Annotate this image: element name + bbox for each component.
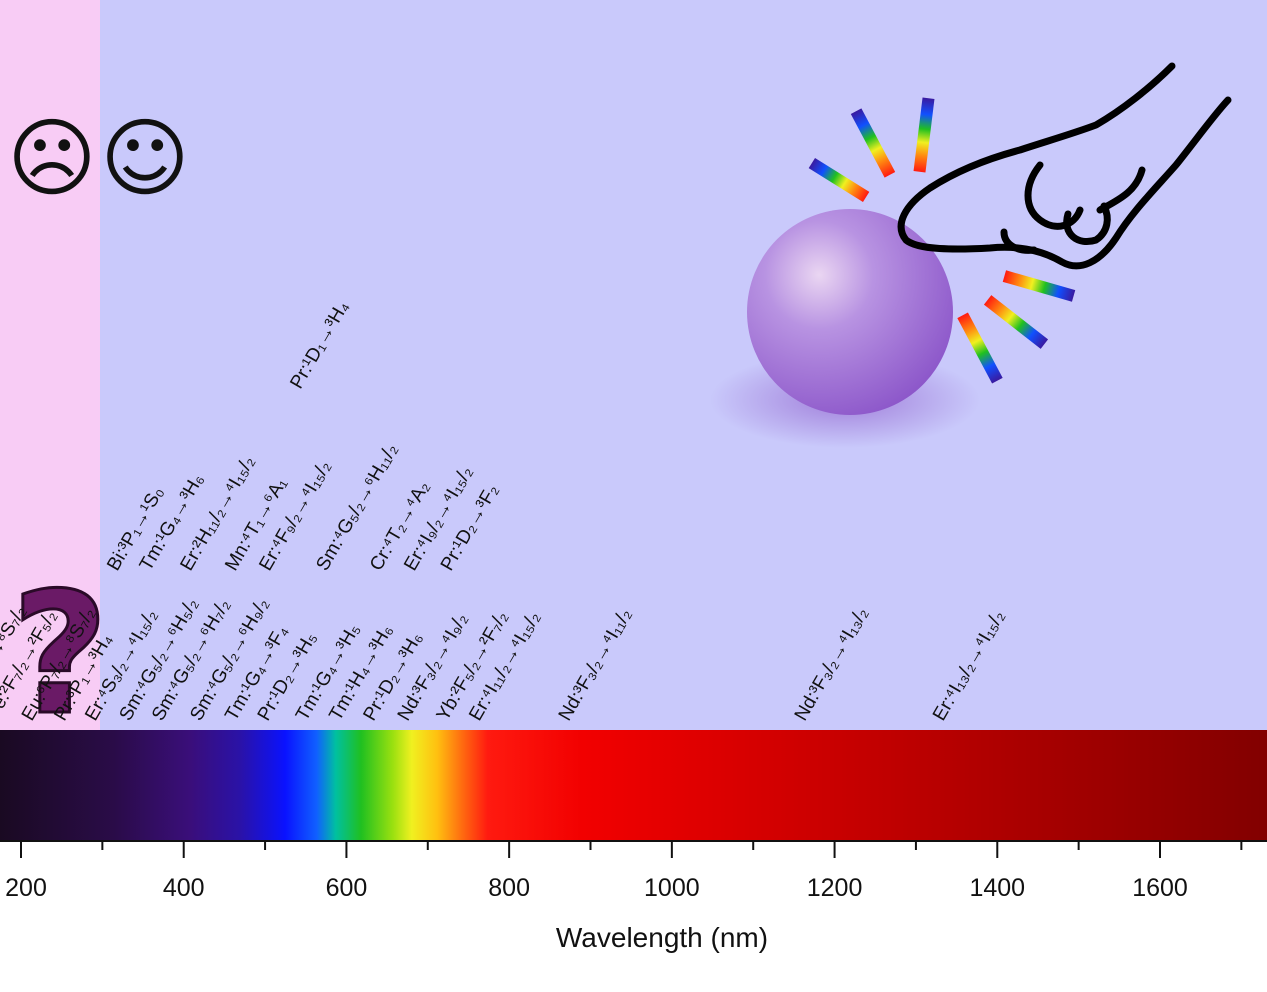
- x-axis-title: Wavelength (nm): [556, 922, 768, 953]
- sad-face-icon: ☹: [7, 109, 97, 209]
- x-tick-label: 1200: [807, 874, 863, 902]
- x-tick-label: 1000: [644, 874, 700, 902]
- visible-region-background: [100, 0, 1267, 730]
- emission-line-labels: Tm:¹I₆→³H₆Gd:⁶P₇/₂→⁸S₇/₂Ce:²F₇/₂→²F₅/₂Eu…: [0, 297, 1009, 724]
- question-mark-icon: ?: [11, 556, 108, 752]
- x-tick-label: 600: [326, 874, 368, 902]
- rainbow-ray-icon: [808, 157, 870, 203]
- pointing-hand-icon: [897, 62, 1232, 270]
- x-tick-label: 200: [5, 874, 47, 902]
- happy-face-icon: ☺: [100, 109, 190, 209]
- x-tick-label: 800: [488, 874, 530, 902]
- glowing-sphere-icon: [747, 209, 953, 415]
- x-tick-label: 400: [163, 874, 205, 902]
- wavelength-axis: 200 400 600 800 1000 1200 1400 1600: [0, 840, 1267, 902]
- spectrum-colorbar: [0, 730, 1267, 840]
- rainbow-ray-icon: [957, 312, 1003, 384]
- uv-region-background: [0, 0, 100, 730]
- rainbow-ray-icon: [850, 108, 896, 178]
- rainbow-rays: [808, 97, 1076, 384]
- x-tick-label: 1600: [1132, 874, 1188, 902]
- rainbow-ray-icon: [983, 295, 1049, 349]
- rainbow-ray-icon: [913, 97, 935, 173]
- rainbow-ray-icon: [1002, 270, 1076, 302]
- x-tick-label: 1400: [969, 874, 1025, 902]
